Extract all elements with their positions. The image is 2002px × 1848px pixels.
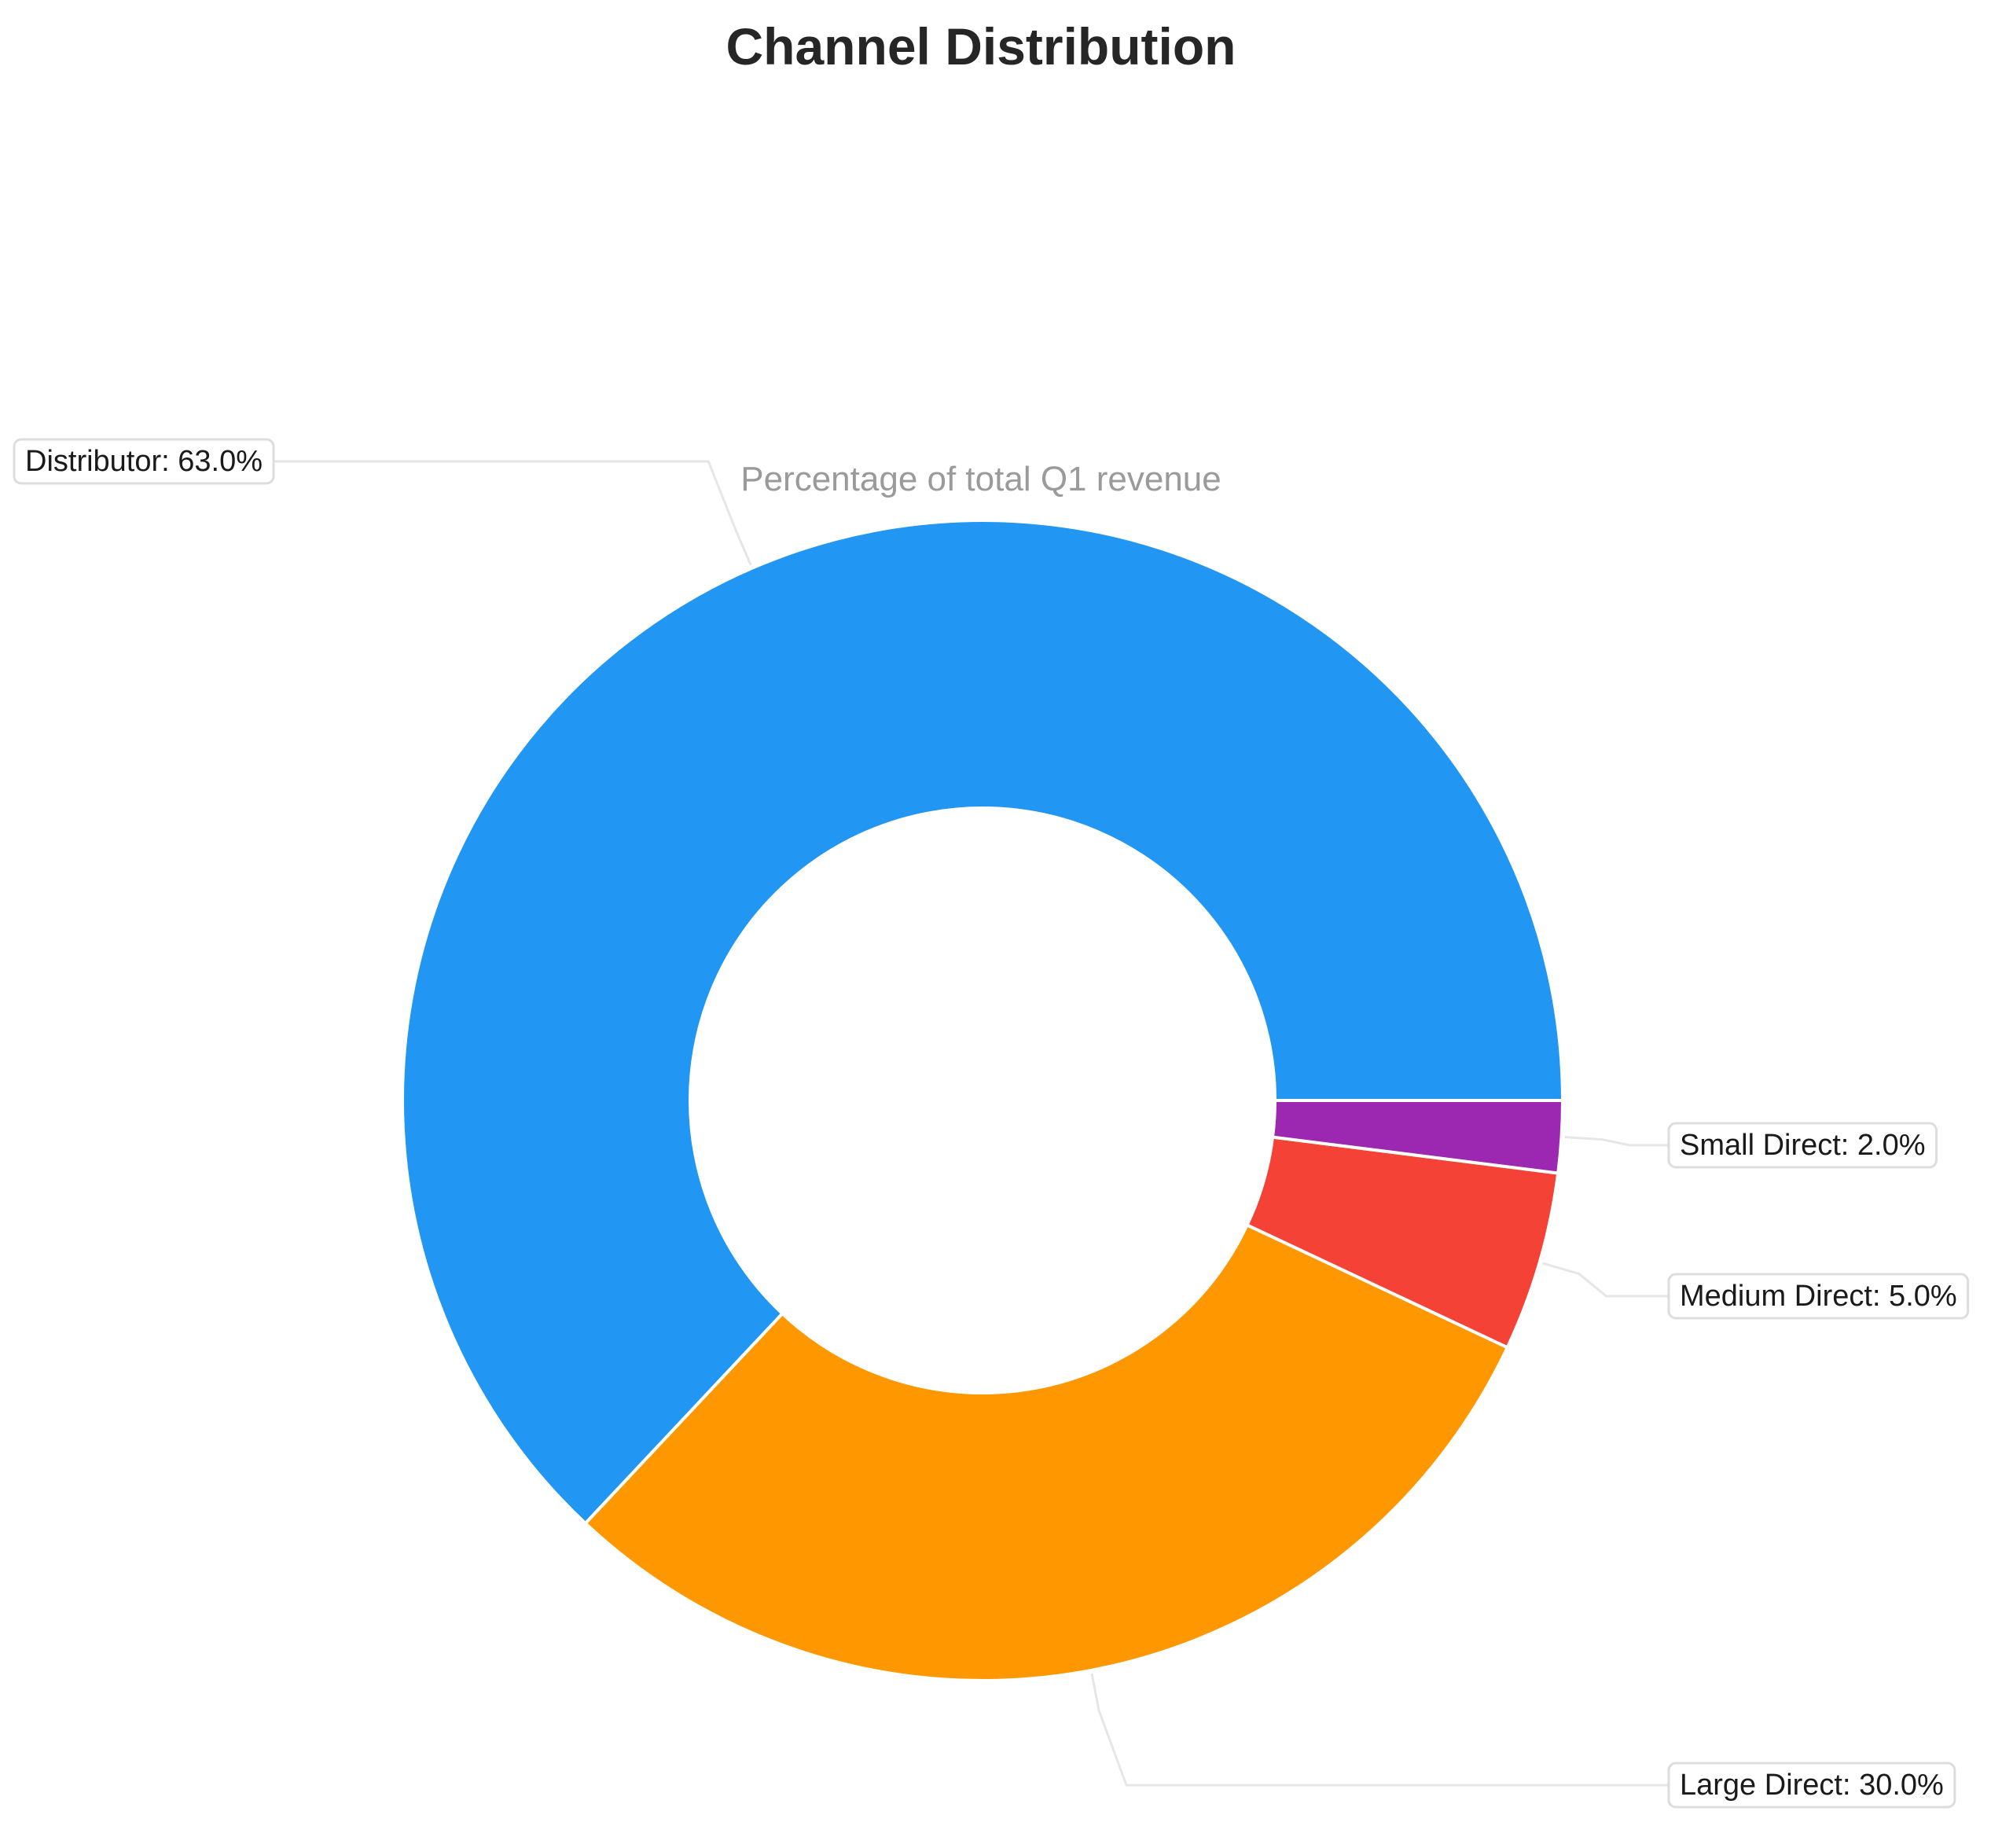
leader-line-medium-direct: [1542, 1262, 1669, 1298]
slice-label-box-distributor: [13, 438, 275, 485]
leader-line-distributor: [274, 460, 752, 566]
leader-line-large-direct: [1090, 1673, 1669, 1787]
leader-line-small-direct: [1564, 1136, 1669, 1147]
slice-label-distributor: Distributor: 63.0%: [25, 445, 263, 478]
slice-label-box-large-direct: [1667, 1762, 1956, 1809]
slice-label-medium-direct: Medium Direct: 5.0%: [1680, 1280, 1957, 1313]
chart-subtitle: Percentage of total Q1 revenue: [740, 460, 1221, 498]
slice-label-box-medium-direct: [1667, 1273, 1970, 1320]
slice-label-small-direct: Small Direct: 2.0%: [1680, 1129, 1926, 1162]
slice-label-box-small-direct: [1667, 1122, 1938, 1169]
slice-small-direct: [1270, 1099, 1565, 1175]
slice-distributor: [401, 519, 1565, 1526]
donut-slices: [401, 519, 1565, 1682]
slice-label-large-direct: Large Direct: 30.0%: [1680, 1769, 1944, 1802]
slice-labels: Distributor: 63.0% Large Direct: 30.0% Med…: [13, 438, 1970, 1809]
slice-large-direct: [582, 1222, 1510, 1682]
chart-title: Channel Distribution: [726, 17, 1236, 75]
leader-lines: [274, 460, 1669, 1787]
